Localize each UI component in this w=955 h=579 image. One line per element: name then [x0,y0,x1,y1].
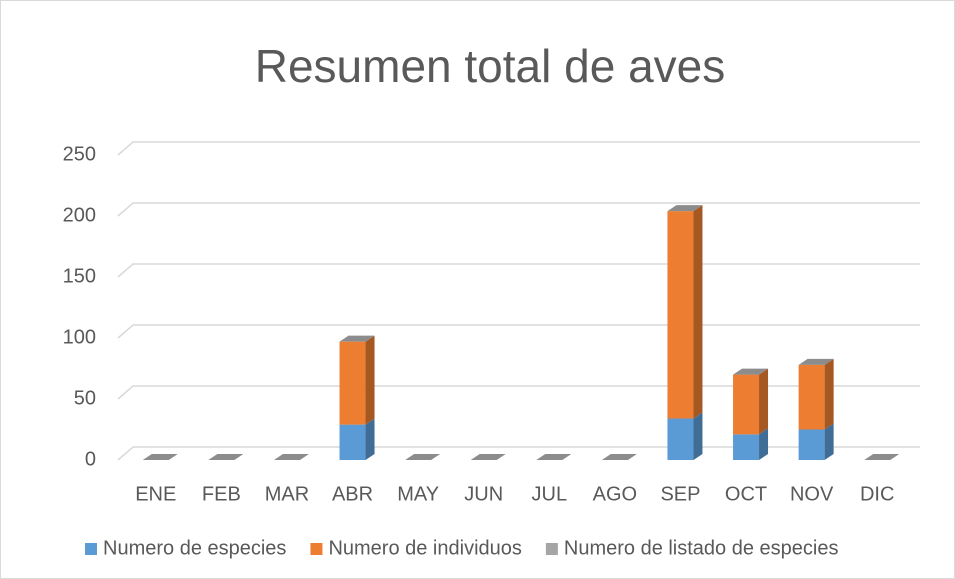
x-tick-label: JUL [532,483,568,505]
bar-front [339,424,366,460]
x-tick-label: OCT [725,483,767,505]
x-tick-label: DIC [860,483,894,505]
bar-side [365,335,375,425]
bar-side [693,412,703,460]
x-tick-label: JUN [464,483,503,505]
bar-segment [142,454,178,460]
bar-top [273,454,309,460]
bar-segment [798,423,834,460]
grid-line [117,446,920,461]
bar-segment [273,454,309,460]
bar-segment [733,368,769,435]
grid-line [117,324,920,339]
bar-side [824,358,834,430]
chart-title: Resumen total de aves [255,40,726,92]
bar-top [339,335,375,342]
bar-segment [339,335,375,425]
bar-segment [536,454,572,460]
bar-segment [339,335,375,342]
bar-front [733,374,760,435]
grid-line [117,141,920,156]
bar-segment [470,454,506,460]
bar-top [405,454,441,460]
bar-front [798,429,825,460]
bar-segment [798,358,834,365]
bar-front [667,211,694,419]
bar-segment [733,428,769,460]
bar-top [601,454,637,460]
bar-top [208,454,244,460]
bar-top [470,454,506,460]
bar-segment [339,418,375,460]
x-tick-label: ENE [135,483,176,505]
bar-segment [667,205,703,212]
bar-segment [208,454,244,460]
x-tick-label: MAR [265,483,309,505]
grid-line [117,263,920,278]
x-tick-label: SEP [660,483,700,505]
legend-swatch [85,543,97,555]
y-tick-label: 50 [74,387,96,409]
x-tick-label: FEB [202,483,241,505]
bar-top [733,368,769,375]
bar-segment [733,368,769,375]
legend-swatch [545,543,558,555]
y-tick-label: 0 [85,448,96,470]
bar-segment [798,358,834,430]
bar-top [142,454,178,460]
x-tick-label: AGO [593,483,637,505]
grid-line [117,202,920,217]
legend-label: Numero de listado de especies [564,537,839,559]
bar-side [759,428,769,460]
y-tick-label: 200 [63,204,96,226]
bar-side [759,368,769,435]
bar-side [693,205,703,419]
bar-top [798,358,834,365]
bar-front [339,341,366,425]
grid-line [117,385,920,400]
x-tick-label: MAY [397,483,439,505]
bar-top [864,454,900,460]
x-tick-label: NOV [790,483,834,505]
bar-segment [667,412,703,460]
legend-label: Numero de individuos [328,537,521,559]
y-tick-label: 100 [63,326,96,348]
y-tick-label: 250 [63,143,96,165]
bar-front [733,434,760,460]
bar-front [798,364,825,430]
bar-side [824,423,834,460]
bar-front [667,418,694,460]
bar-segment [405,454,441,460]
bar-top [667,205,703,212]
bar-segment [864,454,900,460]
legend-swatch [310,543,323,555]
legend-label: Numero de especies [103,537,286,559]
x-tick-label: ABR [332,483,373,505]
bar-segment [667,205,703,419]
bar-top [536,454,572,460]
bar-segment [601,454,637,460]
y-tick-label: 150 [63,265,96,287]
bar-side [365,418,375,460]
